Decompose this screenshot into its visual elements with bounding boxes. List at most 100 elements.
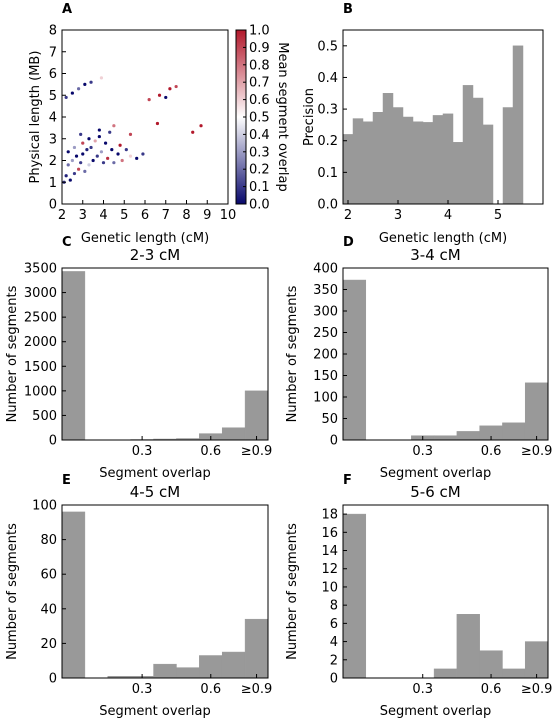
scatter-point [101,161,106,165]
colorbar-tick-label: 0.7 [249,76,270,91]
x-axis-label: Genetic length (cM) [379,231,507,246]
x-tick-label: ≥0.9 [241,444,273,459]
bar [456,614,480,679]
colorbar-tick-label: 0.9 [249,41,270,56]
scatter-point [157,93,162,97]
scatter-point [141,152,145,156]
bar-chart-b: 2 3 4 5 0.0 0.1 0.2 0.3 0.4 0.5 Genetic length (cM… [302,29,544,246]
y-tick-label: 60 [40,568,57,583]
y-tick-label: 8 [330,599,338,614]
scatter-point [110,148,114,152]
colorbar-tick-label: 0.1 [249,180,270,195]
scatter-point [74,154,79,158]
x-tick-label: 8 [182,208,190,223]
scatter-point [106,156,110,160]
scatter-point [81,152,85,156]
bar [422,122,434,205]
bar [221,651,246,679]
scatter-point [87,163,91,167]
bar [524,641,549,679]
scatter-point [83,82,87,86]
y-tick-label: 6 [49,67,57,82]
scatter-point [66,163,70,167]
scatter-point [95,76,99,80]
x-axis-label: Segment overlap [380,704,491,719]
scatter-point [135,156,139,160]
scatter-point [70,91,74,95]
x-tick-label: 2 [58,208,66,223]
bar [502,107,514,205]
y-tick-label: 0 [49,198,57,213]
y-axis-label: Number of segments [285,285,300,422]
y-tick-label: 2 [330,653,338,668]
colorbar-tick-label: 1.0 [249,24,270,39]
plot-frame-b [342,29,544,205]
bar [382,93,394,205]
panel-title: 2-3 cM [130,246,180,264]
panel-label-C: C [62,235,72,250]
y-tick-label: 250 [313,326,338,341]
scatter-point [191,130,195,134]
scatter-point [103,141,108,145]
x-axis-label: Genetic length (cM) [81,231,209,246]
x-tick-label: 4 [99,208,107,223]
panel-title: 3-4 cM [410,246,460,264]
colorbar-tick-label: 0.6 [249,93,270,108]
scatter-point [70,158,74,163]
x-tick-label: ≥0.9 [241,682,273,697]
bar [342,513,367,679]
y-tick-label: 4 [49,111,57,126]
x-tick-label: 9 [203,208,211,223]
y-tick-label: 350 [313,283,338,298]
y-tick-label: 200 [313,348,338,363]
scatter-point [87,137,91,141]
x-tick-label: 0.3 [132,444,153,459]
y-axis-label: Number of segments [285,523,300,660]
y-tick-label: 1 [49,176,57,191]
bar [61,271,86,441]
scatter-point [64,174,68,178]
bar [153,663,177,679]
y-tick-label: 12 [321,562,338,577]
bar [412,121,424,205]
y-tick-label: 0.1 [317,166,338,181]
bar [362,121,374,205]
y-tick-label: 3500 [24,262,57,277]
scatter-point [112,161,116,165]
bar [402,116,414,205]
x-tick-label: 5 [494,208,502,223]
scatter-point [116,152,120,156]
bar [472,97,484,205]
scatter-point [77,87,81,91]
colorbar-tick-label: 0.4 [249,128,270,143]
y-tick-label: 7 [49,45,57,60]
scatter-point [108,130,112,134]
scatter-point [68,178,72,182]
y-tick-label: 8 [49,24,57,39]
panel-label-E: E [62,473,71,488]
bar [352,118,364,205]
y-tick-label: 40 [40,602,57,617]
colorbar-tick-label: 0.2 [249,163,270,178]
x-tick-label: 3 [394,208,402,223]
y-tick-label: 0 [49,434,57,449]
scatter-point [97,134,101,139]
bar [342,279,367,441]
scatter-point [155,121,160,126]
y-tick-label: 0.2 [317,134,338,149]
y-tick-label: 2000 [24,335,57,350]
scatter-point [120,158,124,163]
bar [433,435,458,441]
y-tick-label: 5 [49,89,57,104]
y-tick-label: 0 [330,672,338,687]
y-tick-label: 10 [321,580,338,595]
y-tick-label: 3 [49,132,57,147]
scatter-point [72,171,77,176]
y-tick-label: 300 [313,305,338,320]
bar [372,112,384,205]
bar [502,422,526,441]
bar [392,107,404,205]
plot-frame-a [61,29,229,205]
scatter-point [199,124,203,128]
y-tick-label: 0.0 [317,198,338,213]
